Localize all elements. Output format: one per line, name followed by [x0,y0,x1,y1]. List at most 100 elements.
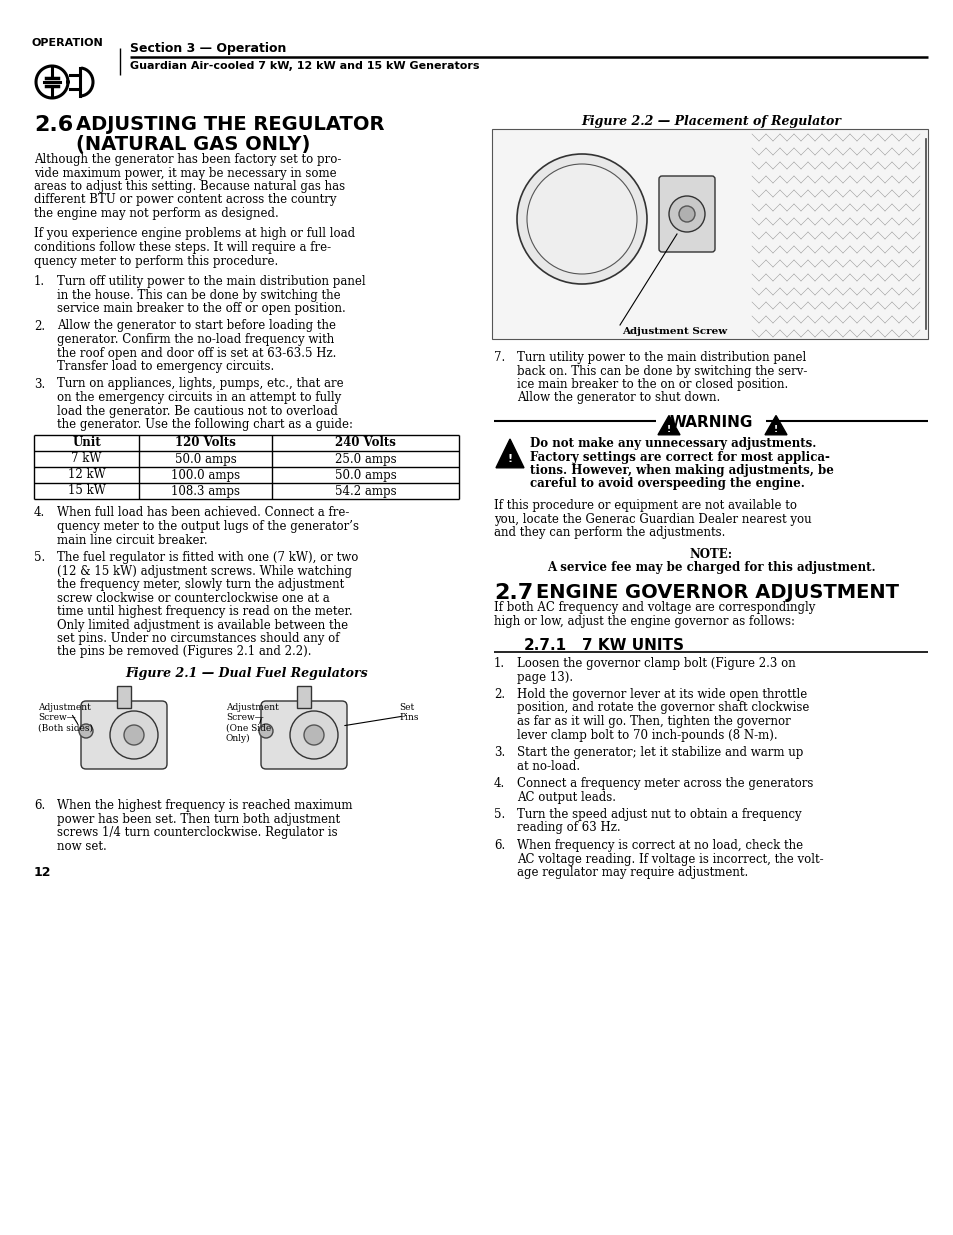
Text: Adjustment
Screw—
(Both sides): Adjustment Screw— (Both sides) [38,703,92,732]
Text: (NATURAL GAS ONLY): (NATURAL GAS ONLY) [76,135,310,154]
Text: the roof open and door off is set at 63-63.5 Hz.: the roof open and door off is set at 63-… [57,347,336,359]
Bar [296,685,311,708]
Text: 3.: 3. [34,378,45,390]
Text: 25.0 amps: 25.0 amps [335,452,395,466]
Text: at no-load.: at no-load. [517,760,579,773]
Text: service main breaker to the off or open position.: service main breaker to the off or open … [57,303,345,315]
Circle shape [668,196,704,232]
Text: age regulator may require adjustment.: age regulator may require adjustment. [517,866,747,879]
Circle shape [79,724,92,739]
Text: 2.6: 2.6 [34,115,73,135]
Text: you, locate the Generac Guardian Dealer nearest you: you, locate the Generac Guardian Dealer … [494,513,811,526]
Text: load the generator. Be cautious not to overload: load the generator. Be cautious not to o… [57,405,337,417]
Bar [117,685,131,708]
Text: Allow the generator to start before loading the: Allow the generator to start before load… [57,320,335,332]
Text: now set.: now set. [57,840,107,852]
Text: Turn the speed adjust nut to obtain a frequency: Turn the speed adjust nut to obtain a fr… [517,808,801,821]
Text: The fuel regulator is fitted with one (7 kW), or two: The fuel regulator is fitted with one (7… [57,551,358,564]
Text: If this procedure or equipment are not available to: If this procedure or equipment are not a… [494,499,796,513]
Text: the engine may not perform as designed.: the engine may not perform as designed. [34,207,278,220]
Text: Loosen the governor clamp bolt (Figure 2.3 on: Loosen the governor clamp bolt (Figure 2… [517,657,795,671]
Circle shape [124,725,144,745]
Text: 7 KW UNITS: 7 KW UNITS [581,638,683,653]
Polygon shape [764,415,786,435]
Text: 4.: 4. [34,506,45,520]
Text: conditions follow these steps. It will require a fre-: conditions follow these steps. It will r… [34,241,331,254]
Polygon shape [658,415,679,435]
Circle shape [110,711,158,760]
Text: 2.7: 2.7 [494,583,533,603]
Text: Unit: Unit [72,436,101,450]
Text: Do not make any unnecessary adjustments.: Do not make any unnecessary adjustments. [530,437,816,450]
Text: 7.: 7. [494,351,505,364]
Text: quency meter to the output lugs of the generator’s: quency meter to the output lugs of the g… [57,520,358,534]
Circle shape [258,724,273,739]
Text: WARNING: WARNING [669,415,752,430]
Text: 2.: 2. [494,688,504,701]
Text: When full load has been achieved. Connect a fre-: When full load has been achieved. Connec… [57,506,349,520]
Text: lever clamp bolt to 70 inch-pounds (8 N-m).: lever clamp bolt to 70 inch-pounds (8 N-… [517,729,777,741]
Text: 1.: 1. [34,275,45,288]
Text: in the house. This can be done by switching the: in the house. This can be done by switch… [57,289,340,301]
Text: 54.2 amps: 54.2 amps [335,484,395,498]
Text: 50.0 amps: 50.0 amps [335,468,395,482]
Text: back on. This can be done by switching the serv-: back on. This can be done by switching t… [517,364,806,378]
Text: 12: 12 [34,866,51,879]
Text: 3.: 3. [494,746,505,760]
Text: 6.: 6. [34,799,45,811]
Text: 4.: 4. [494,777,505,790]
Polygon shape [496,438,523,468]
Text: Turn utility power to the main distribution panel: Turn utility power to the main distribut… [517,351,805,364]
Text: on the emergency circuits in an attempt to fully: on the emergency circuits in an attempt … [57,391,341,404]
Text: 6.: 6. [494,839,505,852]
Text: ENGINE GOVERNOR ADJUSTMENT: ENGINE GOVERNOR ADJUSTMENT [536,583,898,601]
Text: ice main breaker to the on or closed position.: ice main breaker to the on or closed pos… [517,378,787,391]
Text: When frequency is correct at no load, check the: When frequency is correct at no load, ch… [517,839,802,852]
Text: position, and rotate the governor shaft clockwise: position, and rotate the governor shaft … [517,701,808,715]
Text: the pins be removed (Figures 2.1 and 2.2).: the pins be removed (Figures 2.1 and 2.2… [57,646,312,658]
Text: careful to avoid overspeeding the engine.: careful to avoid overspeeding the engine… [530,478,804,490]
Text: different BTU or power content across the country: different BTU or power content across th… [34,194,336,206]
Text: If you experience engine problems at high or full load: If you experience engine problems at hig… [34,227,355,241]
Text: 108.3 amps: 108.3 amps [171,484,240,498]
Text: the generator. Use the following chart as a guide:: the generator. Use the following chart a… [57,417,353,431]
Text: Factory settings are correct for most applica-: Factory settings are correct for most ap… [530,451,829,463]
Text: 240 Volts: 240 Volts [335,436,395,450]
Text: 120 Volts: 120 Volts [175,436,235,450]
Text: screw clockwise or counterclockwise one at a: screw clockwise or counterclockwise one … [57,592,330,604]
Circle shape [517,154,646,284]
Text: screws 1/4 turn counterclockwise. Regulator is: screws 1/4 turn counterclockwise. Regula… [57,826,337,839]
Text: 15 kW: 15 kW [68,484,106,498]
Text: main line circuit breaker.: main line circuit breaker. [57,534,208,547]
Text: and they can perform the adjustments.: and they can perform the adjustments. [494,526,724,538]
Text: AC voltage reading. If voltage is incorrect, the volt-: AC voltage reading. If voltage is incorr… [517,852,822,866]
FancyBboxPatch shape [261,701,347,769]
Text: the frequency meter, slowly turn the adjustment: the frequency meter, slowly turn the adj… [57,578,344,592]
Text: Adjustment Screw: Adjustment Screw [621,327,726,336]
Text: 2.: 2. [34,320,45,332]
Text: 5.: 5. [494,808,505,821]
Text: 2.7.1: 2.7.1 [523,638,566,653]
Text: set pins. Under no circumstances should any of: set pins. Under no circumstances should … [57,632,339,645]
Text: 1.: 1. [494,657,504,671]
Text: vide maximum power, it may be necessary in some: vide maximum power, it may be necessary … [34,167,336,179]
Text: as far as it will go. Then, tighten the governor: as far as it will go. Then, tighten the … [517,715,790,727]
Text: Figure 2.2 — Placement of Regulator: Figure 2.2 — Placement of Regulator [580,115,841,128]
Text: Adjustment
Screw—
(One Side
Only): Adjustment Screw— (One Side Only) [226,703,278,743]
Text: Turn off utility power to the main distribution panel: Turn off utility power to the main distr… [57,275,365,288]
FancyBboxPatch shape [659,177,714,252]
Text: 50.0 amps: 50.0 amps [174,452,236,466]
Circle shape [679,206,695,222]
Text: OPERATION: OPERATION [32,38,104,48]
Text: AC output leads.: AC output leads. [517,790,616,804]
Text: Section 3 — Operation: Section 3 — Operation [130,42,286,56]
Circle shape [304,725,324,745]
Circle shape [526,164,637,274]
Text: Transfer load to emergency circuits.: Transfer load to emergency circuits. [57,359,274,373]
Text: Hold the governor lever at its wide open throttle: Hold the governor lever at its wide open… [517,688,806,701]
Text: Set
Pins: Set Pins [398,703,418,722]
Text: !: ! [507,454,512,464]
Text: ADJUSTING THE REGULATOR: ADJUSTING THE REGULATOR [76,115,384,135]
Text: page 13).: page 13). [517,671,573,683]
Text: Guardian Air-cooled 7 kW, 12 kW and 15 kW Generators: Guardian Air-cooled 7 kW, 12 kW and 15 k… [130,61,479,70]
